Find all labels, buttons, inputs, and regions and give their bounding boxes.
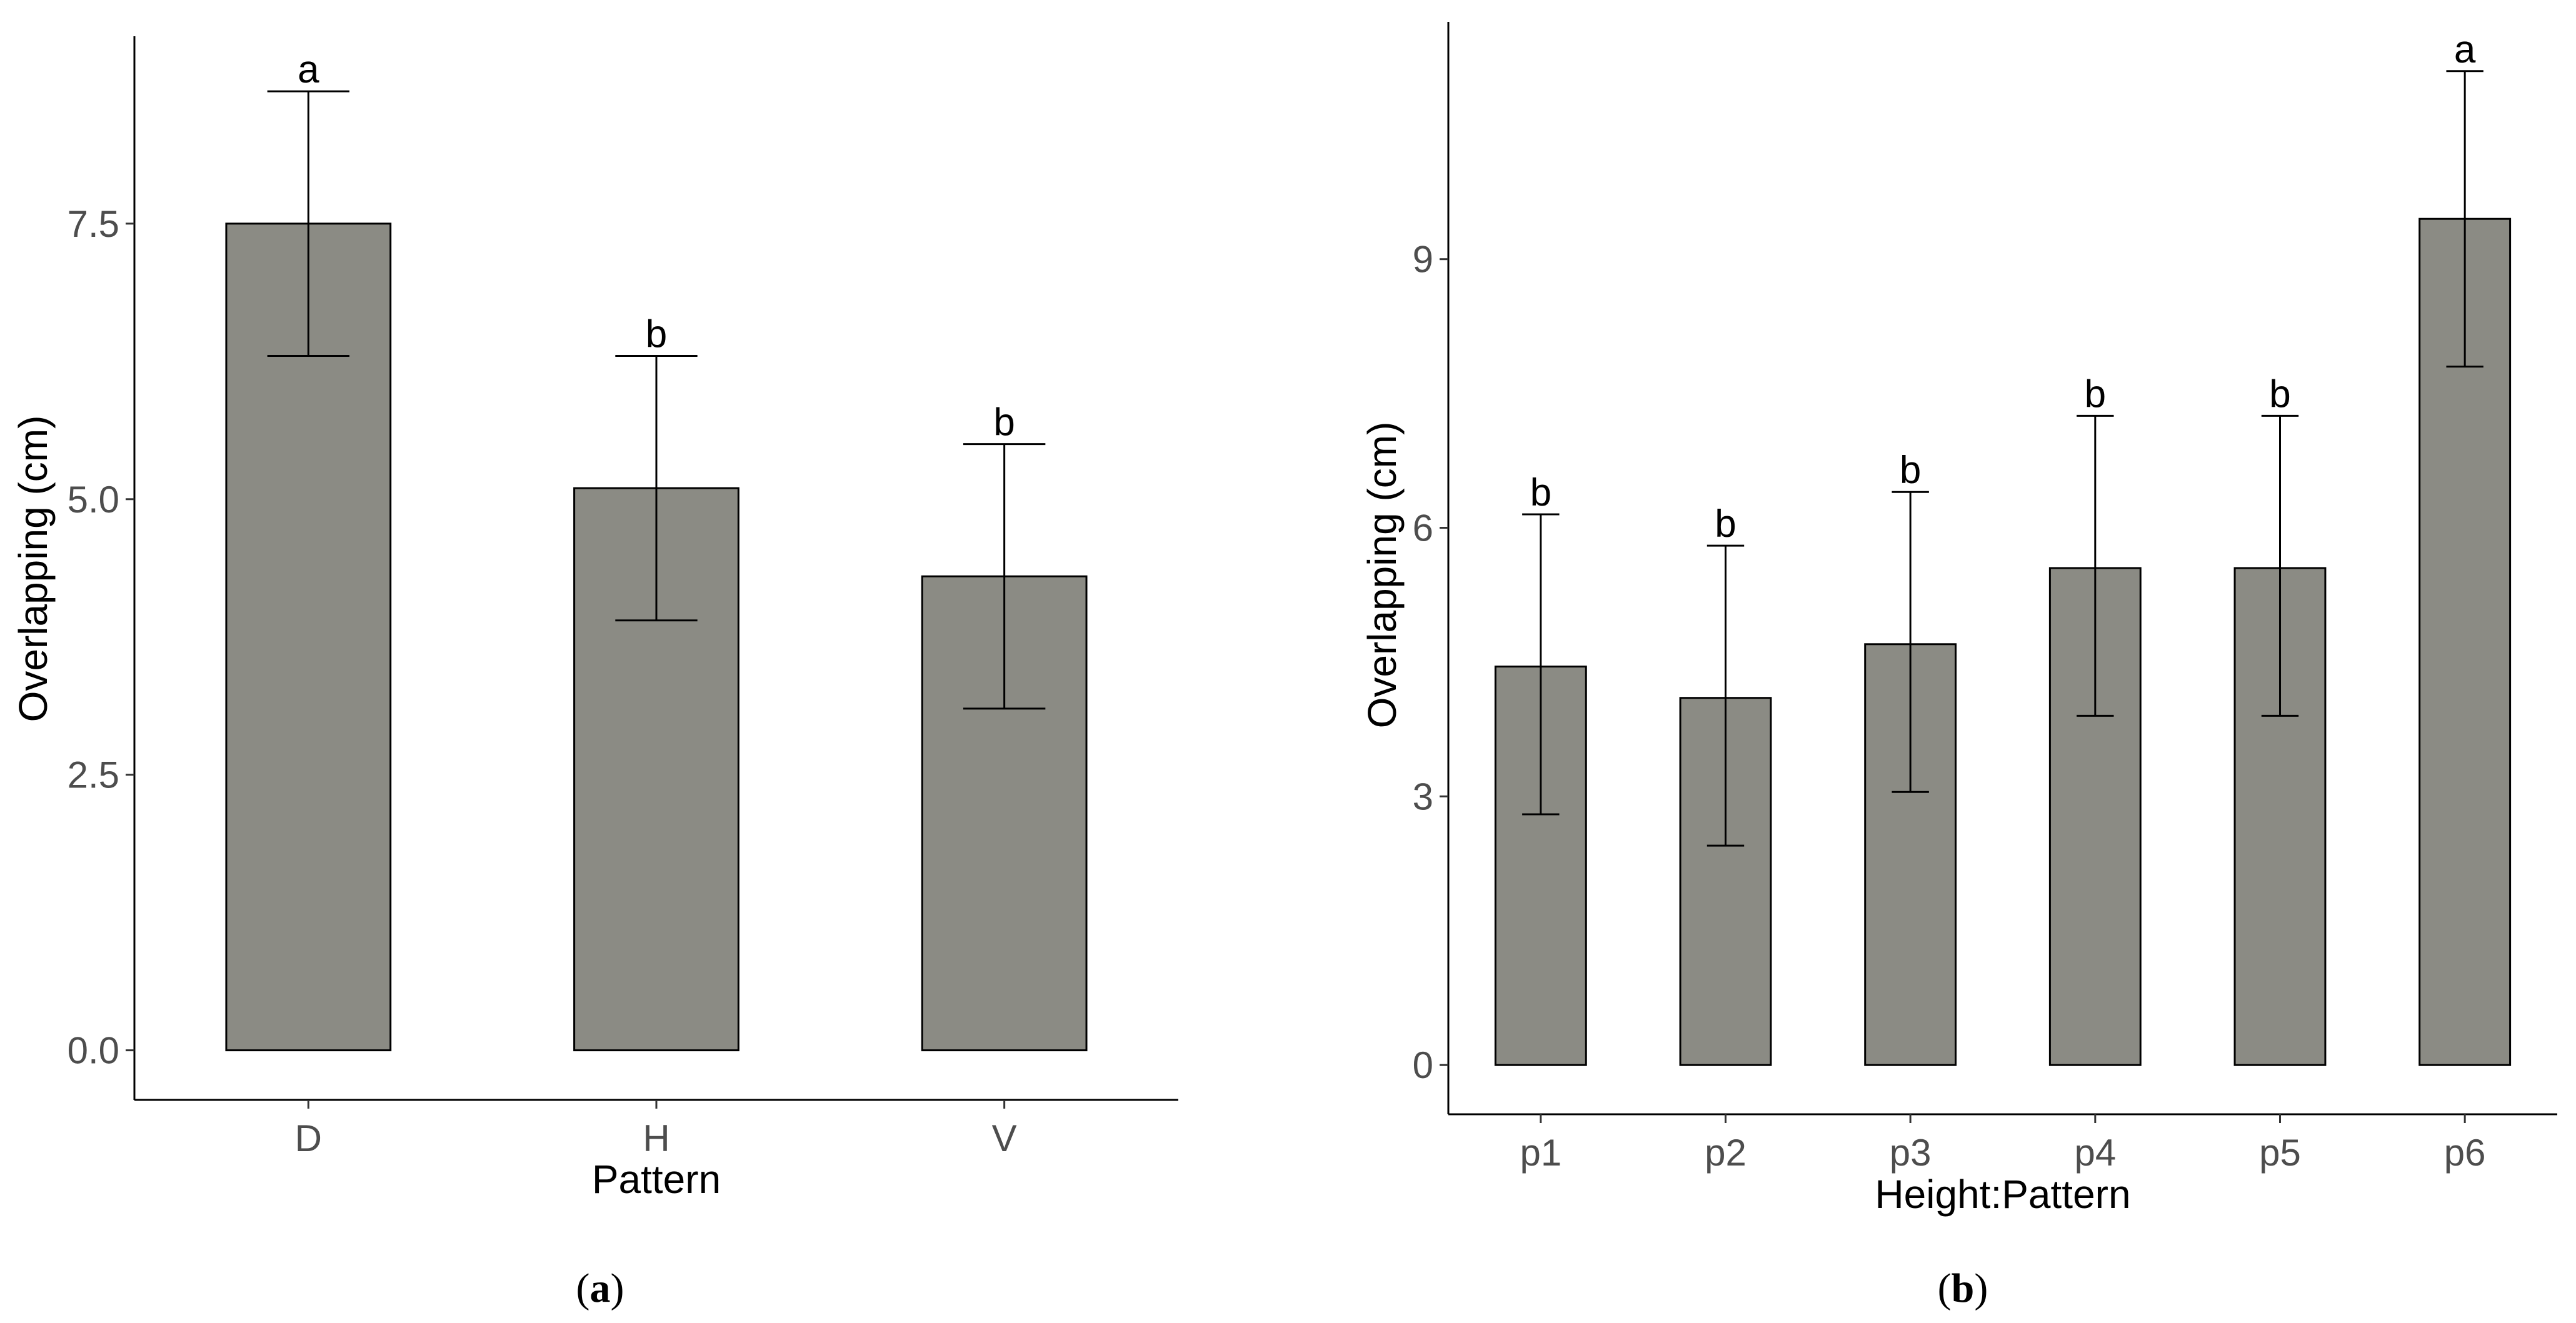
x-tick-label-p1: p1	[1520, 1132, 1561, 1174]
panel-a-caption: (a)	[576, 1266, 624, 1311]
significance-letter-p4: b	[2085, 372, 2106, 416]
significance-letter-p6: a	[2454, 28, 2476, 71]
panel-a-x-axis-title: Pattern	[592, 1157, 721, 1202]
y-tick-label-3: 9	[1413, 239, 1433, 281]
panel-b-caption: (b)	[1938, 1266, 1988, 1311]
y-tick-label-1: 3	[1413, 776, 1433, 817]
significance-letter-p1: b	[1530, 471, 1551, 514]
x-tick-label-p4: p4	[2074, 1132, 2116, 1174]
x-tick-label-p2: p2	[1705, 1132, 1747, 1174]
x-tick-label-p5: p5	[2259, 1132, 2301, 1174]
x-tick-label-D: D	[295, 1117, 322, 1159]
panel-a: a b b 0.0 2.5 5.0 7.5 D H V Pattern Overlapping…	[11, 36, 1178, 1311]
x-tick-label-p6: p6	[2444, 1132, 2486, 1174]
y-tick-label-3: 7.5	[68, 203, 119, 245]
panel-b-y-ticks: 0 3 6 9	[1413, 239, 1448, 1086]
significance-letter-V: b	[993, 401, 1015, 444]
panel-a-y-axis-title: Overlapping (cm)	[11, 416, 56, 722]
panel-b-bars	[1494, 217, 2512, 1066]
y-tick-label-2: 6	[1413, 507, 1433, 549]
significance-letter-H: b	[646, 312, 667, 356]
y-tick-label-2: 5.0	[68, 479, 119, 521]
x-tick-label-H: H	[643, 1117, 669, 1159]
y-tick-label-1: 2.5	[68, 754, 119, 796]
panel-b-axes	[1447, 22, 2557, 1116]
significance-letter-D: a	[298, 48, 319, 91]
panel-a-y-ticks: 0.0 2.5 5.0 7.5	[68, 203, 134, 1072]
significance-letter-p5: b	[2269, 372, 2290, 416]
y-tick-label-0: 0	[1413, 1044, 1433, 1086]
panel-b-x-ticks: p1 p2 p3 p4 p5 p6	[1520, 1114, 2486, 1174]
panel-b-y-axis-title: Overlapping (cm)	[1360, 422, 1405, 729]
x-tick-label-p3: p3	[1890, 1132, 1932, 1174]
panel-a-error-bars	[267, 90, 1046, 710]
panel-b-significance-letters: b b b b b a	[1530, 28, 2476, 546]
panel-b-x-axis-title: Height:Pattern	[1875, 1172, 2130, 1217]
x-tick-label-V: V	[992, 1117, 1017, 1159]
panel-a-significance-letters: a b b	[298, 48, 1015, 444]
significance-letter-p2: b	[1715, 502, 1736, 546]
significance-letter-p3: b	[1900, 449, 1921, 492]
bar-D	[225, 222, 392, 1052]
y-tick-label-0: 0.0	[68, 1030, 119, 1072]
panel-b-error-bars	[1522, 70, 2483, 847]
